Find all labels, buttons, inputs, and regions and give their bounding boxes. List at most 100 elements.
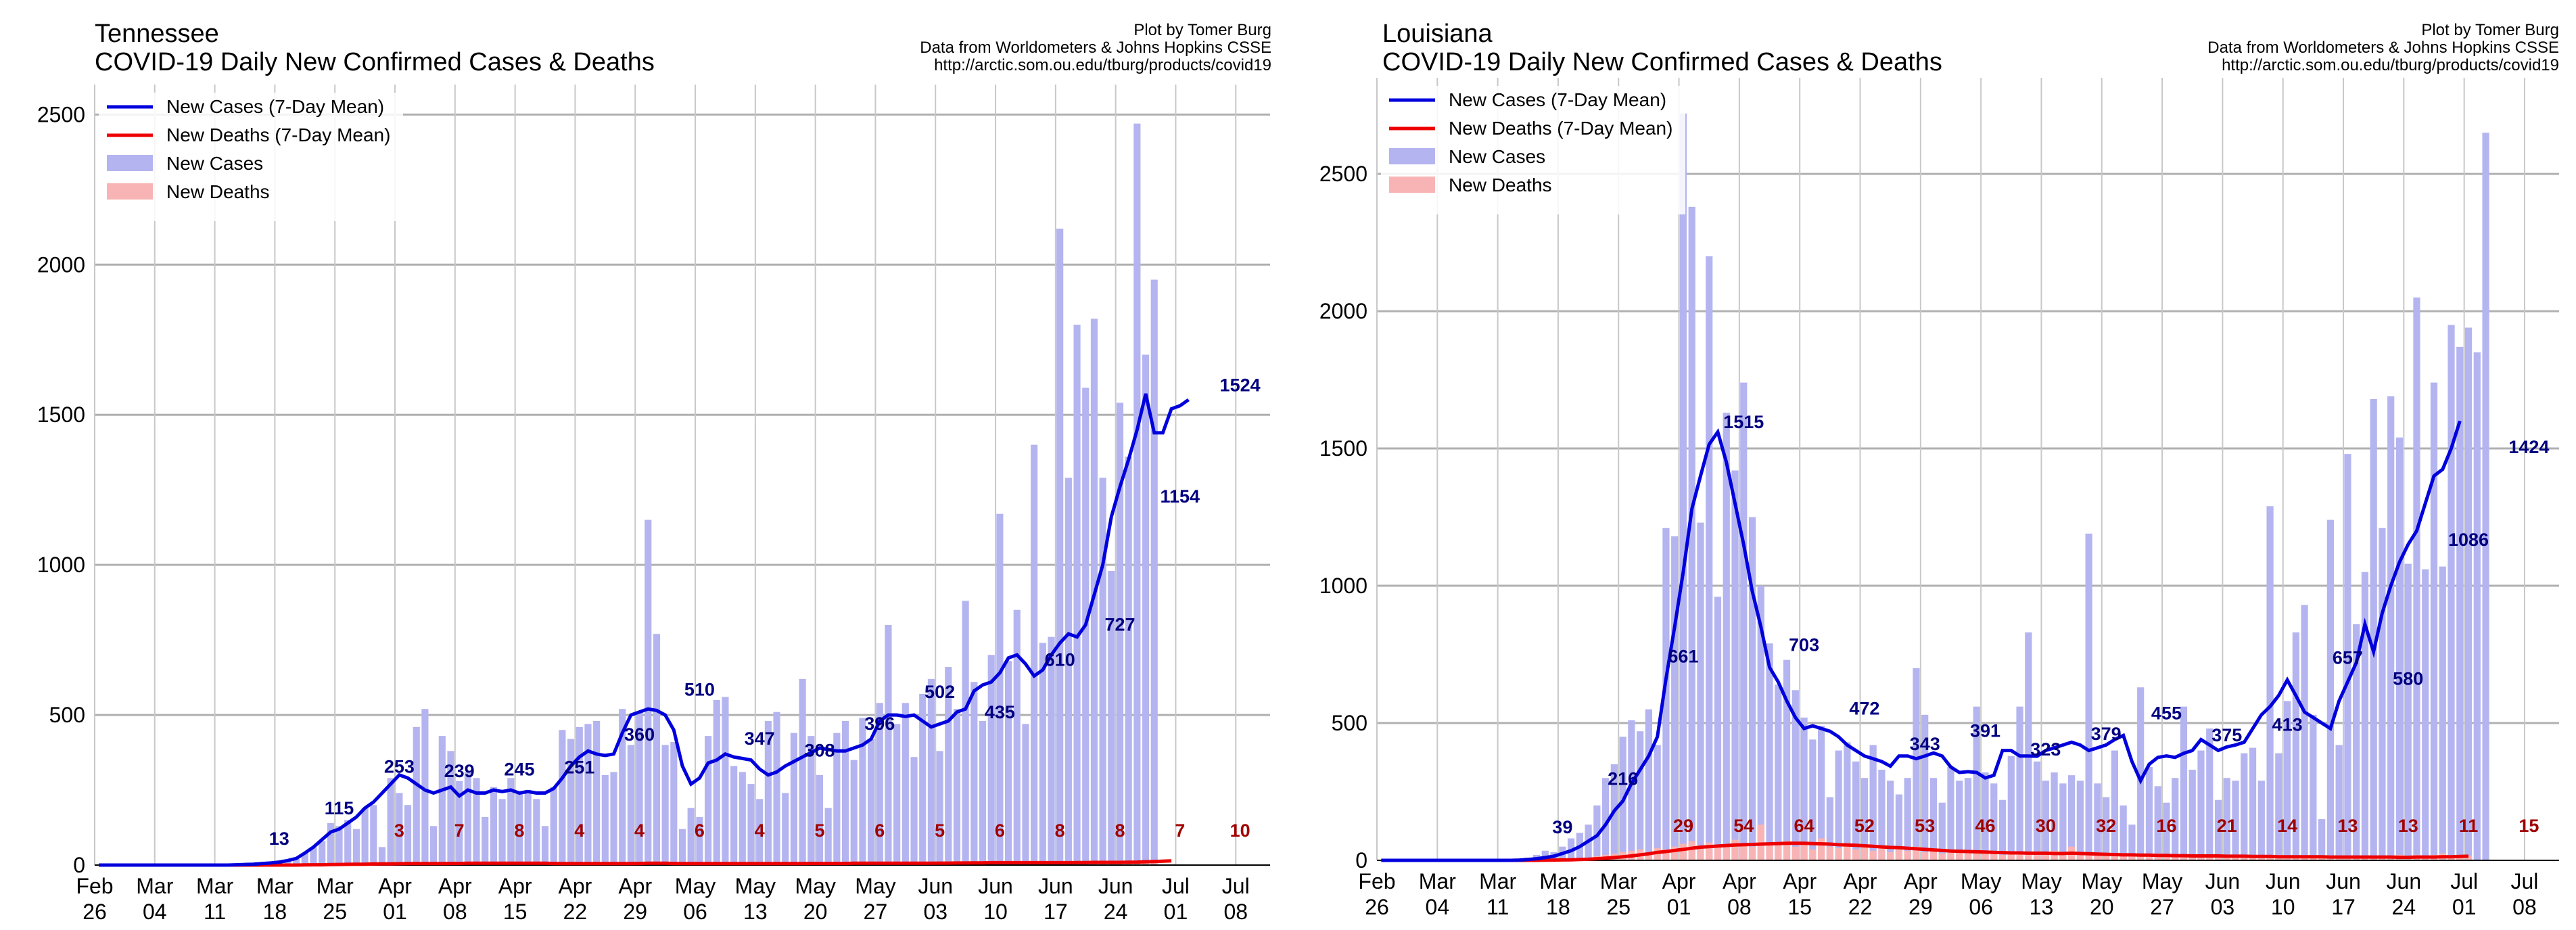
case-bar [945, 667, 952, 865]
deaths-mean-line [1381, 841, 2469, 862]
legend-label: New Cases (7-Day Mean) [1449, 89, 1666, 110]
death-bar [2094, 854, 2101, 860]
case-bar [901, 703, 909, 865]
case-bar [593, 720, 601, 865]
case-bar [610, 772, 617, 865]
death-annotation: 8 [1115, 820, 1125, 841]
y-tick-label: 0 [73, 853, 85, 877]
case-bar [1783, 659, 1791, 860]
case-annotation: 379 [2091, 724, 2122, 744]
x-tick-day: 17 [2331, 895, 2356, 919]
death-bar [1956, 852, 1963, 860]
legend-label: New Deaths (7-Day Mean) [166, 124, 390, 145]
case-bar [1108, 571, 1115, 865]
case-bar [1990, 783, 1998, 860]
death-bar [1895, 849, 1903, 860]
death-bar [2128, 853, 2136, 860]
x-tick-day: 26 [83, 900, 107, 924]
case-bar [1844, 742, 1851, 860]
x-tick-month: May [735, 874, 776, 898]
case-bar [1921, 714, 1929, 860]
case-bar [2188, 770, 2196, 860]
case-bar [850, 760, 858, 865]
case-bar [601, 774, 609, 865]
death-bar [2214, 856, 2222, 860]
x-tick-day: 24 [2392, 895, 2416, 919]
case-bar [2085, 533, 2092, 860]
x-tick-month: Feb [76, 874, 113, 898]
death-bar [1706, 842, 1713, 860]
case-bar [498, 799, 506, 865]
death-bar [2370, 857, 2377, 860]
case-bar [2163, 802, 2170, 860]
x-tick-month: Apr [1783, 869, 1817, 893]
death-annotation: 46 [1975, 816, 1995, 836]
case-bar [319, 841, 326, 865]
case-bar [2197, 750, 2205, 860]
case-bar [2154, 786, 2161, 860]
x-tick-month: Apr [438, 874, 472, 898]
death-annotation: 4 [574, 820, 584, 841]
case-bar [2456, 346, 2464, 860]
death-annotation: 21 [2217, 816, 2237, 836]
case-bar [1013, 609, 1021, 865]
case-bar [2180, 706, 2188, 860]
case-bar [1004, 661, 1012, 865]
case-annotation: 610 [1045, 649, 1075, 670]
x-tick-day: 27 [864, 900, 888, 924]
death-bar [2310, 857, 2317, 860]
x-tick-month: Jun [2326, 869, 2361, 893]
x-tick-month: May [1961, 869, 2001, 893]
death-bar [1679, 843, 1687, 860]
x-tick-day: 04 [143, 900, 167, 924]
case-bar [2292, 632, 2299, 860]
case-bar [653, 634, 661, 865]
case-bar [1973, 706, 1980, 860]
case-annotation: 13 [269, 829, 289, 849]
case-bar [1817, 726, 1825, 860]
case-bar [1723, 413, 1730, 860]
x-tick-month: Jun [1038, 874, 1073, 898]
legend-swatch-box [1389, 148, 1435, 164]
x-tick-month: Jul [1222, 874, 1250, 898]
case-bar [2257, 781, 2265, 860]
x-tick-month: Mar [256, 874, 294, 898]
case-bar [1031, 444, 1038, 865]
case-bar [2275, 753, 2282, 860]
case-bar [2033, 761, 2041, 860]
death-annotation: 13 [2398, 816, 2418, 836]
death-annotation: 4 [634, 820, 645, 841]
x-tick-month: Apr [1662, 869, 1696, 893]
case-bar [919, 694, 927, 865]
legend-label: New Deaths [166, 181, 270, 202]
x-tick-month: Apr [1844, 869, 1877, 893]
death-bar [2016, 853, 2023, 860]
case-bar [2232, 781, 2239, 860]
case-bar [2448, 325, 2455, 860]
death-bar [1731, 839, 1739, 860]
case-bar [1125, 457, 1132, 865]
case-annotation: 253 [384, 757, 415, 777]
case-bar [1913, 668, 1920, 860]
case-bar [1142, 354, 1150, 865]
case-bar [421, 709, 429, 865]
x-tick-month: Feb [1358, 869, 1395, 893]
case-bar [2473, 352, 2481, 860]
case-bar [756, 799, 764, 865]
case-bar [1645, 709, 1653, 860]
case-bar [979, 720, 987, 865]
case-bar [2214, 799, 2222, 860]
death-bar [1766, 843, 1773, 860]
death-bar [2172, 854, 2179, 860]
x-tick-month: Mar [1479, 869, 1516, 893]
case-bar [730, 766, 738, 865]
death-annotation: 54 [1733, 816, 1754, 836]
case-bar [2059, 783, 2067, 860]
x-tick-month: Jun [978, 874, 1013, 898]
case-bar [678, 829, 686, 865]
case-bar [456, 781, 463, 865]
case-bar [327, 822, 334, 865]
death-bar [1938, 853, 1946, 860]
case-bar [1748, 517, 1756, 860]
case-annotation: 580 [2393, 669, 2423, 689]
